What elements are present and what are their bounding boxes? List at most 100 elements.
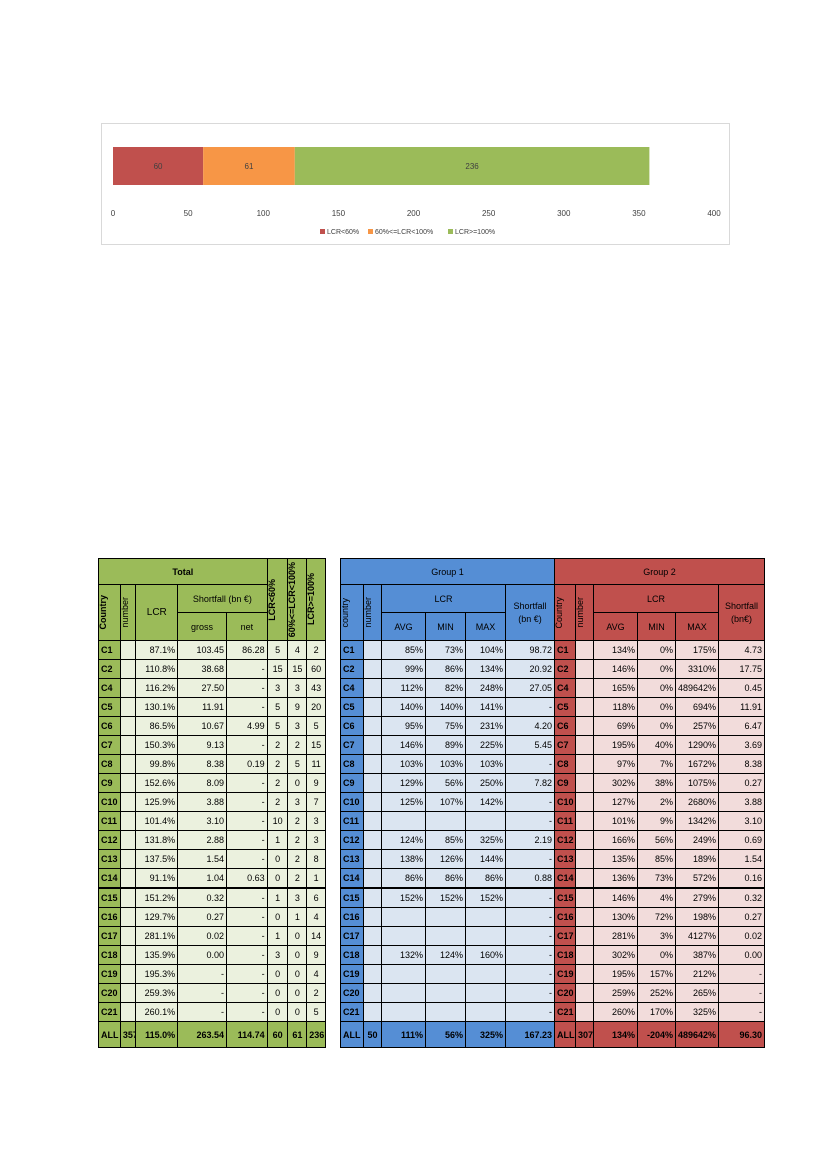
table-cell	[363, 1002, 382, 1022]
table-cell: 170%	[637, 1002, 676, 1022]
table-cell: C7	[98, 735, 121, 755]
table-cell: 112%	[381, 678, 426, 698]
table-cell: -	[226, 678, 268, 698]
table-cell: 130%	[593, 907, 638, 927]
table-cell: 85%	[425, 830, 466, 850]
table-row: C8 99.8% 8.38 0.19 2 5 11	[98, 754, 326, 774]
table-cell: 146%	[381, 735, 426, 755]
table-cell: 151.2%	[135, 887, 179, 908]
table-row: C5 118% 0% 694% 11.91	[554, 697, 766, 717]
table-cell: 129.7%	[135, 907, 179, 927]
table-cell: 0	[287, 926, 308, 946]
table-cell: 125.9%	[135, 792, 179, 812]
table-cell	[465, 926, 506, 946]
table-cell: 694%	[675, 697, 719, 717]
table-cell: 144%	[465, 849, 506, 869]
table-cell: 56%	[637, 830, 676, 850]
table-row: C19 195% 157% 212% -	[554, 964, 766, 984]
table-cell: -	[226, 735, 268, 755]
table-cell	[575, 659, 594, 679]
table-cell: 27.05	[504, 678, 556, 698]
table-cell	[363, 697, 382, 717]
table-cell: 73%	[425, 640, 466, 660]
bar-segment	[113, 147, 204, 185]
table-cell: 137.5%	[135, 849, 179, 869]
table-cell: 115.0%	[135, 1021, 179, 1048]
table-row: C15 151.2% 0.32-1 3 6	[98, 887, 326, 908]
total-col-shortfall: Shortfall (bn €)	[177, 584, 268, 613]
table-cell: 2%	[637, 792, 676, 812]
table-cell	[575, 868, 594, 889]
table-cell: 4.99	[226, 716, 268, 736]
table-cell: C14	[340, 868, 364, 889]
table-cell	[119, 640, 137, 660]
table-cell: C4	[554, 678, 576, 698]
table-row: C5 130.1% 11.91-5 9 20	[98, 697, 326, 717]
table-cell: 86.5%	[135, 716, 179, 736]
table-cell: 152%	[465, 887, 506, 908]
table-row: C13 137.5% 1.54-0 2 8	[98, 849, 326, 869]
table-cell: 131.8%	[135, 830, 179, 850]
table-cell: 129%	[381, 773, 426, 793]
tick-label: 400	[707, 209, 721, 218]
table-cell: C17	[98, 926, 121, 946]
table-cell: 3	[266, 678, 289, 698]
table-row: C6 95% 75% 231% 4.20	[340, 716, 556, 736]
table-cell: 3	[306, 830, 326, 850]
table-cell: 3	[287, 716, 308, 736]
table-cell: 2680%	[675, 792, 719, 812]
table-cell: C6	[98, 716, 121, 736]
table-cell: 87.1%	[135, 640, 179, 660]
table-cell: C20	[340, 983, 364, 1003]
table-cell: 357	[119, 1021, 137, 1048]
table-cell: -	[226, 697, 268, 717]
table-cell: 0.32	[177, 887, 228, 908]
table-cell: 4	[287, 640, 308, 660]
table-row: C19 195.3% - -0 0 4	[98, 964, 326, 984]
stacked-bar-chart: 60 61 236 0 50 100 150 200 250 300 350 400 LCR<60% 60…	[101, 123, 730, 245]
table-cell: 125%	[381, 792, 426, 812]
table-cell: 3	[287, 792, 308, 812]
table-cell: 2	[287, 830, 308, 850]
group2-col-min: MIN	[637, 612, 676, 641]
table-cell: -	[226, 773, 268, 793]
table-cell: 140%	[381, 697, 426, 717]
table-cell: -	[504, 887, 556, 908]
table-cell: 0.02	[177, 926, 228, 946]
table-cell: 152%	[425, 887, 466, 908]
table-cell: 101%	[593, 811, 638, 831]
table-cell: 1075%	[675, 773, 719, 793]
table-cell: 96.30	[717, 1021, 766, 1048]
group2-col-max: MAX	[675, 612, 719, 641]
table-cell	[575, 1002, 594, 1022]
table-cell: C9	[554, 773, 576, 793]
tick-label: 100	[257, 209, 271, 218]
table-row: C10 127% 2% 2680% 3.88	[554, 792, 766, 812]
table-cell: C19	[554, 964, 576, 984]
table-cell	[119, 868, 137, 889]
table-cell: 166%	[593, 830, 638, 850]
table-cell: 0.00	[177, 945, 228, 965]
table-row: C15 146% 4% 279% 0.32	[554, 887, 766, 908]
table-row: C2 110.8% 38.68-15 15 60	[98, 659, 326, 679]
table-cell: 103%	[381, 754, 426, 774]
table-cell: 167.23	[504, 1021, 556, 1048]
table-cell: -	[717, 964, 766, 984]
table-cell: 1.54	[177, 849, 228, 869]
table-cell: -	[226, 830, 268, 850]
table-cell: -	[504, 697, 556, 717]
table-row: C9 302% 38% 1075% 0.27	[554, 773, 766, 793]
legend-entry: 60%<=LCR<100%	[375, 229, 433, 236]
table-cell: 3.10	[177, 811, 228, 831]
group1-col-avg: AVG	[381, 612, 426, 641]
table-cell: 116.2%	[135, 678, 179, 698]
table-cell: 195.3%	[135, 964, 179, 984]
table-cell: 134%	[465, 659, 506, 679]
table-cell: 3%	[637, 926, 676, 946]
table-cell: 0	[287, 983, 308, 1003]
table-cell: 252%	[637, 983, 676, 1003]
table-cell: 0.19	[226, 754, 268, 774]
table-cell: 86%	[425, 659, 466, 679]
table-cell	[575, 964, 594, 984]
table-cell: C4	[340, 678, 364, 698]
